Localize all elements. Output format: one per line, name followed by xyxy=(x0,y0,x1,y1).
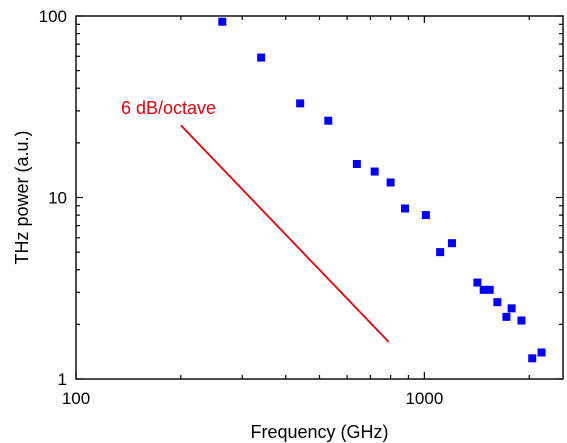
y-axis-title: THz power (a.u.) xyxy=(12,130,32,264)
data-point xyxy=(324,116,333,125)
axis-ticks xyxy=(75,15,563,380)
data-point xyxy=(436,248,445,257)
data-point xyxy=(401,204,410,213)
tick-labels: 100 1000 1 10 100 xyxy=(39,7,444,408)
data-point xyxy=(485,285,494,294)
x-axis-title: Frequency (GHz) xyxy=(250,422,388,442)
data-point xyxy=(473,278,482,287)
data-point xyxy=(493,298,502,307)
data-point xyxy=(517,316,526,325)
slope-annotation-label: 6 dB/octave xyxy=(121,98,216,118)
y-tick-label: 10 xyxy=(48,189,67,208)
data-point xyxy=(502,312,511,321)
data-point xyxy=(479,285,488,294)
slope-reference-line xyxy=(180,124,390,343)
data-point xyxy=(218,17,227,26)
plot-frame xyxy=(75,15,564,380)
data-point xyxy=(528,354,537,363)
data-point xyxy=(386,178,395,187)
x-tick-label: 100 xyxy=(62,389,90,408)
data-point xyxy=(507,304,516,313)
y-tick-label: 1 xyxy=(58,370,67,389)
data-point xyxy=(296,99,305,108)
data-point xyxy=(257,53,266,62)
x-tick-label: 1000 xyxy=(405,389,443,408)
data-point xyxy=(370,167,379,176)
data-point xyxy=(352,159,361,168)
y-tick-label: 100 xyxy=(39,7,67,26)
data-point xyxy=(537,348,546,357)
data-point xyxy=(421,211,430,220)
data-points xyxy=(218,17,546,363)
annotations: 6 dB/octave xyxy=(121,98,390,343)
data-point xyxy=(447,239,456,248)
